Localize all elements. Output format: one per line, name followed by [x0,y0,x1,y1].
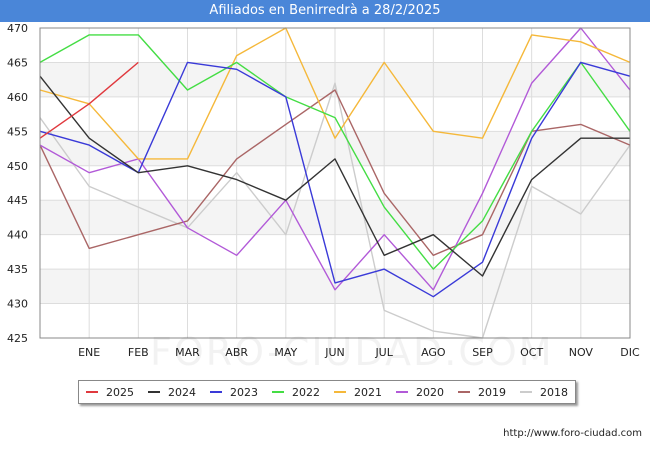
x-tick-jul: JUL [374,346,393,359]
series-line-2022 [39,34,631,270]
x-tick-oct: OCT [520,346,543,359]
series-line-2018 [39,82,631,339]
legend-label-2023: 2023 [230,385,258,399]
legend-label-2019: 2019 [478,385,506,399]
series-line-2021 [39,27,631,160]
legend-item-2020: 2020 [396,386,444,399]
x-tick-dic: DIC [620,346,640,359]
y-tick-460: 460 [7,91,28,104]
x-tick-ene: ENE [78,346,100,359]
chart-title: Afiliados en Benirredrà a 28/2/2025 [0,0,650,22]
x-tick-feb: FEB [128,346,149,359]
legend-item-2019: 2019 [458,386,506,399]
legend-swatch-2021 [334,391,346,393]
y-tick-445: 445 [7,194,28,207]
legend-swatch-2020 [396,391,408,393]
legend-item-2023: 2023 [210,386,258,399]
legend-label-2025: 2025 [106,385,134,399]
y-tick-465: 465 [7,56,28,69]
x-tick-mar: MAR [175,346,200,359]
y-tick-455: 455 [7,125,28,138]
source-credit: http://www.foro-ciudad.com [503,428,642,439]
series-line-2025 [39,61,139,139]
y-tick-425: 425 [7,332,28,345]
x-tick-sep: SEP [472,346,493,359]
y-tick-470: 470 [7,22,28,35]
series-lines [39,27,631,339]
x-tick-nov: NOV [569,346,594,359]
y-tick-450: 450 [7,160,28,173]
x-tick-abr: ABR [225,346,248,359]
legend-label-2020: 2020 [416,385,444,399]
legend-swatch-2025 [86,391,98,393]
legend-label-2024: 2024 [168,385,196,399]
x-tick-ago: AGO [421,346,446,359]
legend-label-2022: 2022 [292,385,320,399]
legend-label-2021: 2021 [354,385,382,399]
plot-frame [39,27,631,339]
watermark: FORO-CIUDAD.COM [150,330,554,374]
y-tick-440: 440 [7,229,28,242]
legend-item-2025: 2025 [86,386,134,399]
x-tick-jun: JUN [324,346,345,359]
legend-item-2022: 2022 [272,386,320,399]
legend-swatch-2019 [458,391,470,393]
legend-swatch-2022 [272,391,284,393]
legend-label-2018: 2018 [540,385,568,399]
legend-item-2024: 2024 [148,386,196,399]
y-tick-430: 430 [7,298,28,311]
legend-item-2018: 2018 [520,386,568,399]
y-axis-tick-labels: 425 430 435 440 445 450 455 460 465 470 [7,22,28,345]
y-tick-435: 435 [7,263,28,276]
legend: 2025 2024 2023 2022 2021 2020 2019 2018 [78,380,576,404]
legend-item-2021: 2021 [334,386,382,399]
legend-swatch-2023 [210,391,222,393]
x-tick-may: MAY [274,346,297,359]
series-line-2024 [39,75,630,277]
x-axis-tick-labels: ENE FEB MAR ABR MAY JUN JUL AGO SEP OCT NOV DIC [78,346,640,359]
legend-swatch-2024 [148,391,160,393]
legend-swatch-2018 [520,391,532,393]
